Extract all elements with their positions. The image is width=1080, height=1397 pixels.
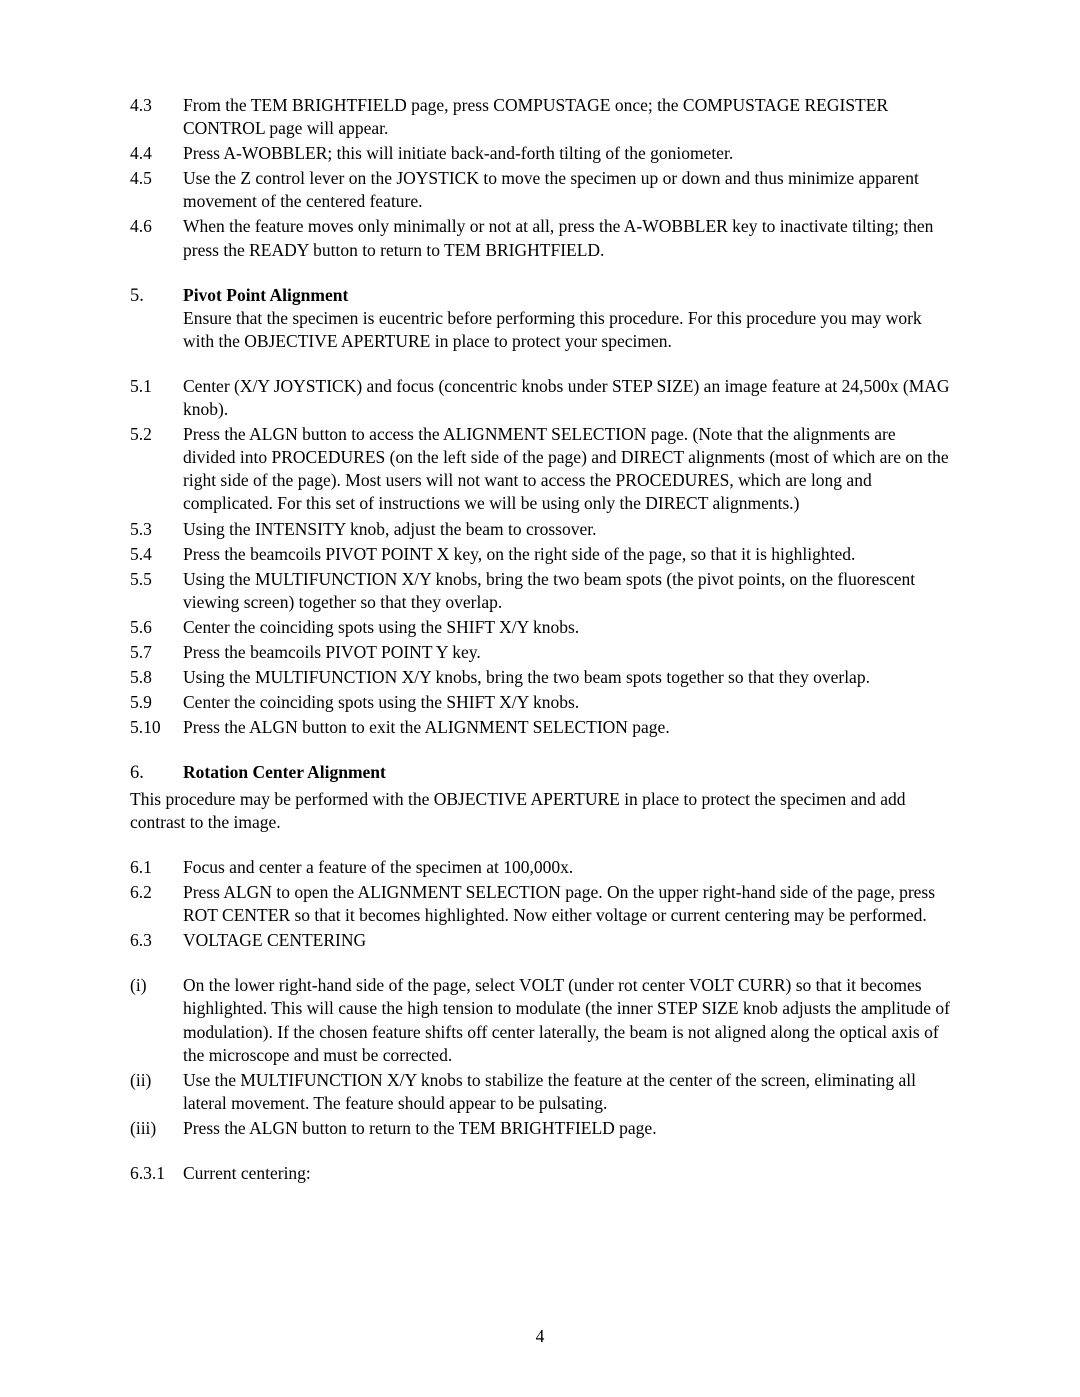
section-title: Pivot Point Alignment (183, 285, 348, 305)
item-number: 5.9 (130, 691, 183, 714)
item-number: 5.2 (130, 423, 183, 446)
item-text: Use the MULTIFUNCTION X/Y knobs to stabi… (183, 1069, 950, 1115)
item-text: Center (X/Y JOYSTICK) and focus (concent… (183, 375, 950, 421)
list-item: 5.9 Center the coinciding spots using th… (130, 691, 950, 714)
item-text: Press A-WOBBLER; this will initiate back… (183, 142, 950, 165)
list-item: (iii) Press the ALGN button to return to… (130, 1117, 950, 1140)
item-text: Current centering: (183, 1162, 950, 1185)
list-item: 5.7 Press the beamcoils PIVOT POINT Y ke… (130, 641, 950, 664)
list-item: 5.6 Center the coinciding spots using th… (130, 616, 950, 639)
item-number: (iii) (130, 1117, 183, 1140)
list-item: 5.4 Press the beamcoils PIVOT POINT X ke… (130, 543, 950, 566)
section-intro: Ensure that the specimen is eucentric be… (183, 308, 922, 351)
item-number: 5.7 (130, 641, 183, 664)
spacer (130, 264, 950, 284)
spacer (130, 1142, 950, 1162)
section-intro: This procedure may be performed with the… (130, 788, 950, 834)
item-number: 6.2 (130, 881, 183, 904)
list-item: 5.2 Press the ALGN button to access the … (130, 423, 950, 515)
item-text: Using the MULTIFUNCTION X/Y knobs, bring… (183, 666, 950, 689)
item-text: Center the coinciding spots using the SH… (183, 616, 950, 639)
item-text: Press the ALGN button to exit the ALIGNM… (183, 716, 950, 739)
item-number: 4.5 (130, 167, 183, 190)
item-text: Press ALGN to open the ALIGNMENT SELECTI… (183, 881, 950, 927)
list-item: 5.3 Using the INTENSITY knob, adjust the… (130, 518, 950, 541)
list-item: 5.5 Using the MULTIFUNCTION X/Y knobs, b… (130, 568, 950, 614)
list-item: 5.10 Press the ALGN button to exit the A… (130, 716, 950, 739)
list-item: 4.3 From the TEM BRIGHTFIELD page, press… (130, 94, 950, 140)
spacer (130, 741, 950, 761)
list-item: (ii) Use the MULTIFUNCTION X/Y knobs to … (130, 1069, 950, 1115)
item-text: Press the ALGN button to return to the T… (183, 1117, 950, 1140)
spacer (130, 355, 950, 375)
item-number: 5.10 (130, 716, 183, 739)
spacer (130, 836, 950, 856)
list-item: (i) On the lower right-hand side of the … (130, 974, 950, 1066)
item-text: VOLTAGE CENTERING (183, 929, 950, 952)
item-number: 5.4 (130, 543, 183, 566)
item-text: Press the ALGN button to access the ALIG… (183, 423, 950, 515)
item-number: 6.3 (130, 929, 183, 952)
item-number: (ii) (130, 1069, 183, 1092)
item-number: 5.6 (130, 616, 183, 639)
item-text: Using the MULTIFUNCTION X/Y knobs, bring… (183, 568, 950, 614)
item-number: 5.1 (130, 375, 183, 398)
item-number: 5.5 (130, 568, 183, 591)
document-page: 4.3 From the TEM BRIGHTFIELD page, press… (0, 0, 1080, 1397)
item-text: Use the Z control lever on the JOYSTICK … (183, 167, 950, 213)
list-item: 6.1 Focus and center a feature of the sp… (130, 856, 950, 879)
item-text: Focus and center a feature of the specim… (183, 856, 950, 879)
item-number: 5.3 (130, 518, 183, 541)
section-block: Pivot Point Alignment Ensure that the sp… (183, 284, 950, 353)
item-text: On the lower right-hand side of the page… (183, 974, 950, 1066)
section-number: 5. (130, 284, 183, 308)
spacer (130, 954, 950, 974)
list-item: 5.8 Using the MULTIFUNCTION X/Y knobs, b… (130, 666, 950, 689)
item-number: 6.1 (130, 856, 183, 879)
list-item: 6.3.1 Current centering: (130, 1162, 950, 1185)
item-number: 4.4 (130, 142, 183, 165)
item-text: When the feature moves only minimally or… (183, 215, 950, 261)
page-number: 4 (0, 1326, 1080, 1347)
item-text: Using the INTENSITY knob, adjust the bea… (183, 518, 950, 541)
list-item: 6.2 Press ALGN to open the ALIGNMENT SEL… (130, 881, 950, 927)
item-number: 6.3.1 (130, 1162, 183, 1185)
list-item: 4.5 Use the Z control lever on the JOYST… (130, 167, 950, 213)
item-number: 4.6 (130, 215, 183, 238)
item-text: Press the beamcoils PIVOT POINT X key, o… (183, 543, 950, 566)
section-number: 6. (130, 761, 183, 785)
item-number: 4.3 (130, 94, 183, 117)
list-item: 5.1 Center (X/Y JOYSTICK) and focus (con… (130, 375, 950, 421)
section-title: Rotation Center Alignment (183, 761, 950, 784)
section-heading: 5. Pivot Point Alignment Ensure that the… (130, 284, 950, 353)
section-heading: 6. Rotation Center Alignment (130, 761, 950, 785)
item-number: 5.8 (130, 666, 183, 689)
item-text: Press the beamcoils PIVOT POINT Y key. (183, 641, 950, 664)
item-text: From the TEM BRIGHTFIELD page, press COM… (183, 94, 950, 140)
item-number: (i) (130, 974, 183, 997)
item-text: Center the coinciding spots using the SH… (183, 691, 950, 714)
list-item: 4.6 When the feature moves only minimall… (130, 215, 950, 261)
list-item: 6.3 VOLTAGE CENTERING (130, 929, 950, 952)
list-item: 4.4 Press A-WOBBLER; this will initiate … (130, 142, 950, 165)
